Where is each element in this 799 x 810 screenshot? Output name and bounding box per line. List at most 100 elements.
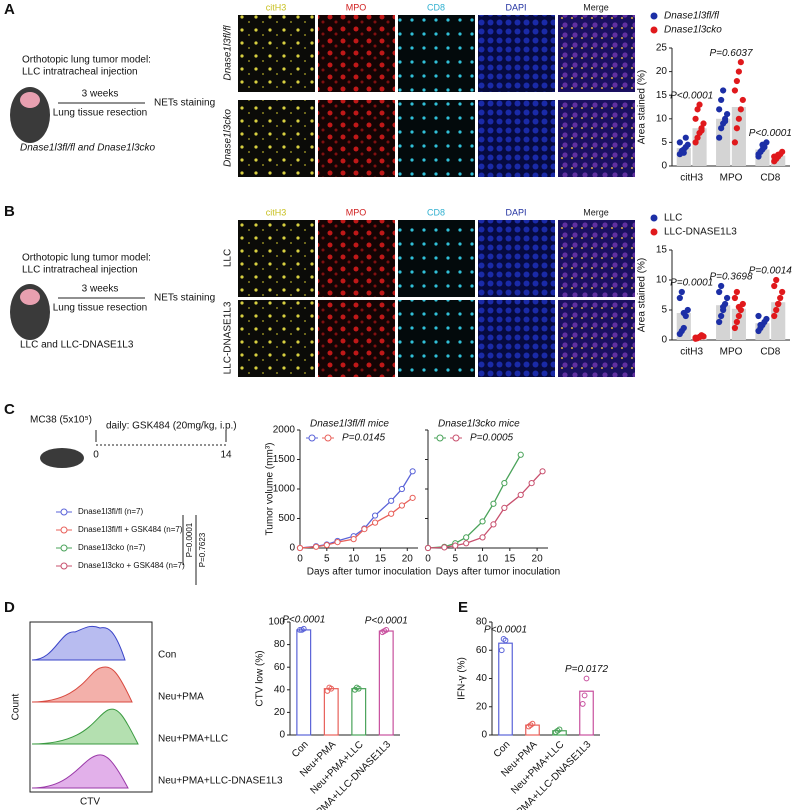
data-point (757, 148, 764, 155)
y-tick-label: 0 (661, 161, 667, 172)
marker (409, 494, 416, 501)
data-point (716, 318, 723, 326)
data-point (680, 309, 687, 317)
marker (334, 539, 341, 546)
micrograph (398, 15, 475, 92)
legend-label: LLC-DNASE1L3 (664, 227, 737, 238)
data-point (696, 333, 703, 341)
marker (452, 542, 459, 549)
micrograph (318, 100, 395, 177)
schematic-text: LLC intratracheal injection (22, 67, 138, 78)
x-tick-label: 5 (452, 554, 458, 565)
marker (517, 451, 524, 458)
y-tick-label: 5 (661, 305, 667, 316)
marker (361, 526, 368, 533)
data-point (716, 134, 723, 141)
p-value: P<0.0001 (484, 625, 527, 636)
x-tick-label: CD8 (760, 347, 780, 358)
legend-label: Dnase1l3cko (n=7) (78, 543, 146, 552)
micrograph (398, 100, 475, 177)
data-point (763, 315, 770, 323)
y-tick-label: 0 (481, 730, 487, 741)
data-point (698, 127, 705, 134)
data-point (775, 300, 782, 308)
mouse-icon (40, 448, 84, 468)
data-point (328, 685, 335, 692)
data-point (773, 306, 780, 314)
data-point (682, 134, 689, 141)
schematic-text: MC38 (5x10⁵) (30, 415, 92, 426)
histogram-frame (29, 621, 153, 793)
panel-label: A (4, 1, 15, 18)
bar (579, 690, 594, 736)
marker (398, 502, 406, 509)
y-tick-label: 1500 (273, 454, 296, 465)
data-point (737, 106, 744, 113)
y-tick-label: 1000 (273, 484, 296, 495)
p-value: P=0.0005 (470, 433, 514, 444)
stain-label: CD8 (427, 2, 445, 12)
data-point (777, 294, 784, 302)
row-label: LLC-DNASE1L3 (223, 301, 234, 374)
y-axis-label: Area stained (%) (637, 258, 648, 332)
marker (388, 510, 395, 517)
x-tick-label: 20 (402, 554, 414, 565)
data-point (757, 321, 764, 329)
schematic-text: 3 weeks (82, 284, 119, 295)
mouse-icon (20, 92, 40, 108)
y-tick-label: 20 (656, 66, 668, 77)
y-tick-label: 0 (289, 543, 295, 554)
legend-marker (452, 434, 460, 442)
row-label: Dnase1l3fl/fl (223, 25, 234, 81)
data-point (759, 141, 766, 148)
data-point (718, 312, 725, 320)
data-point (739, 96, 746, 104)
legend-label: Dnase1l3fl/fl + GSK484 (n=7) (78, 525, 183, 534)
data-point (676, 139, 683, 146)
marker (463, 534, 470, 541)
marker (463, 540, 470, 547)
x-tick-label: MPO (720, 347, 743, 358)
y-tick-label: 25 (656, 43, 668, 54)
legend-marker (308, 434, 316, 442)
schematic-text: LLC and LLC-DNASE1L3 (20, 340, 134, 351)
data-point (718, 282, 725, 290)
x-axis-label: Days after tumor inoculation (307, 567, 432, 578)
data-point (720, 303, 727, 311)
x-tick-label: 15 (504, 554, 516, 565)
data-point (676, 294, 683, 302)
y-tick-label: 40 (476, 673, 488, 684)
x-tick-label: 20 (532, 554, 544, 565)
schematic-text: NETs staining (154, 293, 215, 304)
bar (498, 642, 513, 736)
x-tick-label: 5 (324, 554, 330, 565)
legend-label: Dnase1l3fl/fl (664, 11, 720, 22)
y-tick-label: 10 (656, 275, 668, 286)
y-tick-label: 10 (656, 113, 668, 124)
stain-label: Merge (583, 207, 609, 217)
x-tick-label: MPO (720, 173, 743, 184)
schematic-text: 14 (220, 450, 232, 461)
mouse-icon (10, 284, 50, 340)
y-tick-label: 5 (661, 137, 667, 148)
row-label: Dnase1l3cko (223, 109, 234, 167)
data-point (696, 101, 703, 108)
data-point (739, 300, 746, 308)
mouse-icon (10, 87, 50, 143)
legend-marker (324, 434, 332, 442)
bar (378, 630, 394, 736)
histogram-trace (31, 625, 126, 661)
marker (501, 504, 508, 511)
micrograph (318, 220, 395, 297)
y-tick-label: 100 (268, 617, 285, 628)
data-point (579, 701, 586, 707)
marker (312, 543, 320, 550)
bar (351, 688, 367, 736)
y-tick-label: 20 (274, 707, 286, 718)
schematic-text: LLC intratracheal injection (22, 265, 138, 276)
legend-marker (650, 26, 658, 34)
data-point (735, 303, 742, 311)
data-point (583, 675, 590, 682)
p-value: P<0.0001 (670, 90, 713, 101)
